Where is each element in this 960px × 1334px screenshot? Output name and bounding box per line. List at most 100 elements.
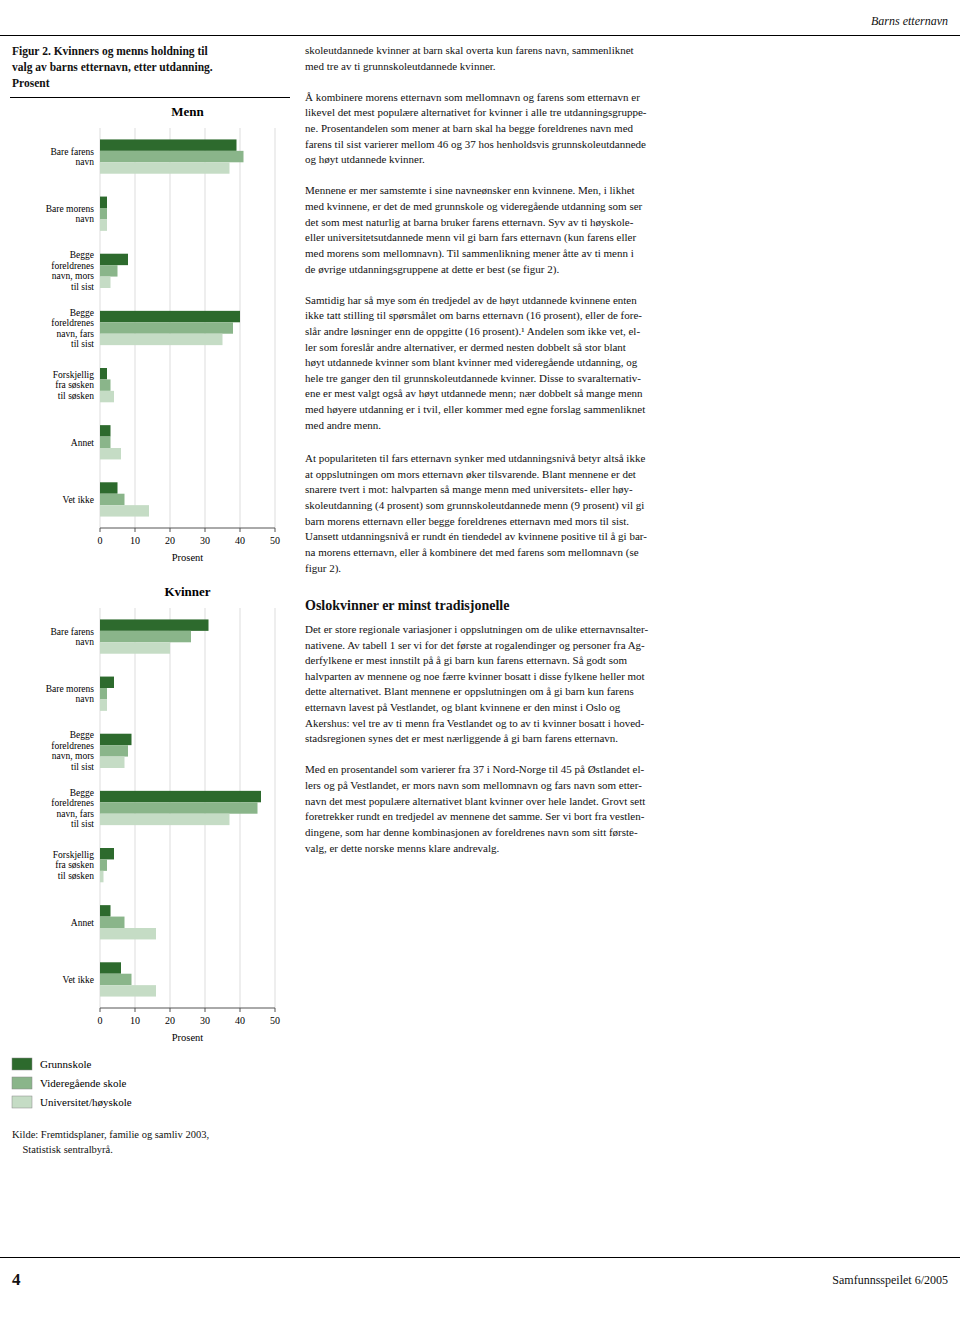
figure: Menn Bare farensnavn Bare morensnavn Beggef… — [0, 100, 290, 1120]
category-label: Bare morensnavn — [46, 204, 95, 225]
tick-label: 10 — [130, 1015, 140, 1026]
grid-line — [275, 128, 276, 528]
footer: Samfunnsspeilet 6/2005 — [832, 1273, 948, 1288]
grid-line — [240, 128, 241, 528]
bar — [100, 619, 209, 630]
chart-title: Kvinner — [164, 584, 210, 599]
chart: MennBare farensnavnBare morensnavnBeggef… — [46, 104, 280, 563]
bar — [100, 391, 114, 402]
category-label: Bare farensnavn — [50, 627, 94, 648]
tick-label: 20 — [165, 535, 175, 546]
category-label: Beggeforeldrenesnavn, morstil sist — [51, 730, 94, 772]
rule — [0, 35, 960, 36]
tick — [170, 528, 171, 532]
bar — [100, 928, 156, 939]
text-column: skoleutdannede kvinner at barn skal over… — [305, 43, 950, 856]
bar — [100, 905, 111, 916]
tick-label: 50 — [270, 535, 280, 546]
tick-label: 0 — [98, 535, 103, 546]
category-label: Beggeforeldrenesnavn, farstil sist — [51, 788, 94, 830]
tick — [275, 1008, 276, 1012]
bar — [100, 151, 244, 162]
page-number: 4 — [12, 1270, 21, 1290]
tick — [100, 528, 101, 532]
section-heading: Oslokvinner er minst tradisjonelle — [305, 596, 950, 616]
category-label: Beggeforeldrenesnavn, morstil sist — [51, 250, 94, 292]
tick-label: 30 — [200, 1015, 210, 1026]
bar — [100, 859, 107, 870]
tick-label: 40 — [235, 535, 245, 546]
legend-entry: Universitet/høyskole — [40, 1096, 132, 1108]
bar — [100, 642, 170, 653]
figure-title: Figur 2. Kvinners og menns holdning til … — [12, 43, 213, 91]
bar — [100, 322, 233, 333]
category-label: Forskjelligfra søskentil søsken — [53, 850, 94, 881]
tick — [100, 1008, 101, 1012]
bar — [100, 985, 156, 996]
category-label: Forskjelligfra søskentil søsken — [53, 370, 94, 401]
body-text: skoleutdannede kvinner at barn skal over… — [305, 43, 950, 433]
bar — [100, 208, 107, 219]
tick — [170, 1008, 171, 1012]
category-label: Vet ikke — [63, 975, 94, 985]
tick — [135, 528, 136, 532]
tick-label: 30 — [200, 535, 210, 546]
rule — [10, 97, 290, 98]
category-label: Vet ikke — [63, 495, 94, 505]
bar — [100, 734, 132, 745]
bar — [100, 254, 128, 265]
x-axis — [100, 1008, 275, 1009]
bar — [100, 871, 104, 882]
bar — [100, 139, 237, 150]
category-label: Bare morensnavn — [46, 684, 95, 705]
category-label: Beggeforeldrenesnavn, farstil sist — [51, 308, 94, 350]
bar — [100, 802, 258, 813]
bar — [100, 631, 191, 642]
bar — [100, 311, 240, 322]
legend-swatch — [12, 1077, 32, 1089]
body-text: Det er store regionale variasjoner i opp… — [305, 622, 950, 856]
bar — [100, 219, 107, 230]
legend-entry: Grunnskole — [40, 1058, 91, 1070]
bar — [100, 482, 118, 493]
bar — [100, 505, 149, 516]
tick-label: 40 — [235, 1015, 245, 1026]
bar — [100, 277, 111, 288]
bar — [100, 917, 125, 928]
grid-line — [275, 608, 276, 1008]
axis-label: Prosent — [172, 552, 204, 563]
bar — [100, 962, 121, 973]
bar — [100, 197, 107, 208]
tick — [205, 528, 206, 532]
bar — [100, 494, 125, 505]
bar — [100, 757, 125, 768]
legend-swatch — [12, 1096, 32, 1108]
tick-label: 20 — [165, 1015, 175, 1026]
bar — [100, 745, 128, 756]
tick — [240, 1008, 241, 1012]
tick — [240, 528, 241, 532]
bar — [100, 688, 107, 699]
bar — [100, 265, 118, 276]
tick-label: 50 — [270, 1015, 280, 1026]
tick — [275, 528, 276, 532]
bar — [100, 162, 230, 173]
bar — [100, 379, 111, 390]
bar — [100, 974, 132, 985]
bars — [100, 619, 261, 996]
category-label: Annet — [71, 918, 95, 928]
bar — [100, 448, 121, 459]
legend-swatch — [12, 1058, 32, 1070]
bar — [100, 791, 261, 802]
bars — [100, 139, 244, 516]
tick — [135, 1008, 136, 1012]
bar — [100, 425, 111, 436]
bar — [100, 699, 107, 710]
bar — [100, 437, 111, 448]
body-text: At populariteten til fars etternavn synk… — [305, 451, 950, 576]
axis-label: Prosent — [172, 1032, 204, 1043]
tick-label: 0 — [98, 1015, 103, 1026]
rule — [0, 1257, 960, 1258]
chart-title: Menn — [171, 104, 204, 119]
tick-label: 10 — [130, 535, 140, 546]
